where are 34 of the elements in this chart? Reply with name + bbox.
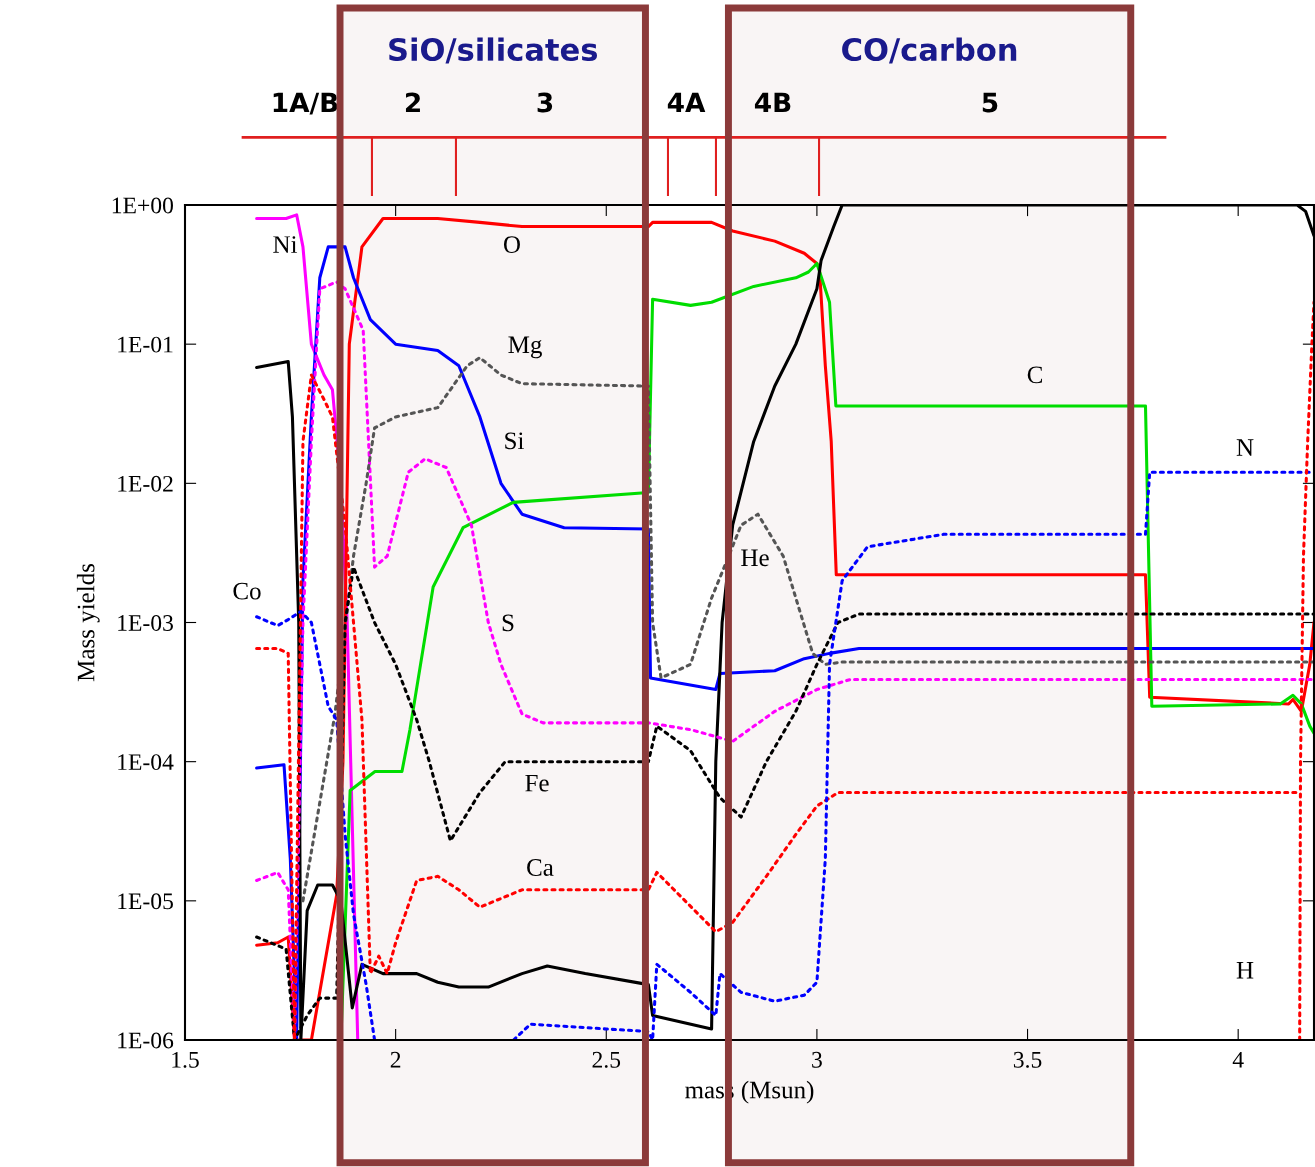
series-label: C	[1027, 366, 1042, 384]
y-tick-label: 1E-02	[118, 475, 173, 492]
series-label: N	[1236, 439, 1254, 456]
series-label: Mg	[508, 336, 542, 359]
y-tick-label: 1E-04	[118, 754, 174, 771]
text: 5	[982, 92, 998, 113]
text: 4A	[667, 92, 706, 113]
y-tick-label: 1E-03	[118, 614, 173, 631]
series-label: Si	[505, 432, 524, 450]
band-label: SiO/silicates	[389, 37, 598, 64]
series-label: He	[741, 549, 769, 567]
text: 1A/B	[273, 92, 338, 115]
x-tick-label: 3.5	[1013, 1051, 1042, 1068]
y-tick-label: 1E-05	[118, 893, 173, 910]
y-tick-label: 1E+00	[112, 197, 173, 214]
x-tick-label: 1.5	[172, 1051, 199, 1068]
y-tick-label: 1E-06	[118, 1032, 174, 1049]
x-tick-label: 3	[812, 1051, 822, 1068]
band-label: CO/carbon	[842, 37, 1017, 64]
x-tick-label: 2.5	[592, 1051, 621, 1068]
y-axis-title: Mass yields	[76, 564, 100, 682]
series-label: Fe	[525, 774, 549, 792]
text: 3	[537, 92, 553, 113]
series-label: H	[1236, 962, 1254, 979]
text: 2	[405, 92, 420, 113]
x-tick-label: 4	[1232, 1051, 1244, 1068]
series-label: Co	[233, 582, 261, 600]
text: 4B	[754, 92, 791, 113]
y-tick-label: 1E-01	[118, 336, 173, 353]
series-label: S	[502, 614, 514, 632]
x-tick-label: 2	[390, 1051, 401, 1068]
series-label: O	[503, 236, 520, 254]
series-label: Ca	[527, 859, 554, 876]
series-label: Ni	[273, 236, 298, 253]
